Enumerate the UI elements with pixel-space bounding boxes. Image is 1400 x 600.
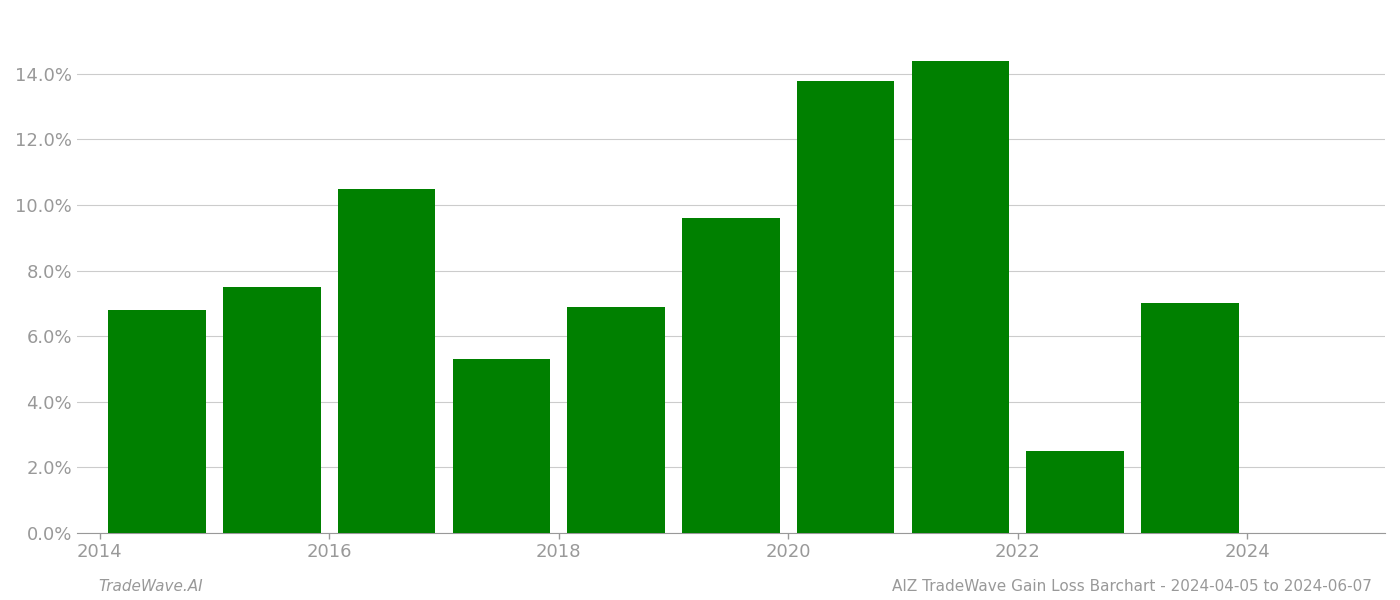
Bar <box>567 307 665 533</box>
Bar <box>108 310 206 533</box>
Bar <box>337 188 435 533</box>
Bar <box>1026 451 1124 533</box>
Text: AIZ TradeWave Gain Loss Barchart - 2024-04-05 to 2024-06-07: AIZ TradeWave Gain Loss Barchart - 2024-… <box>892 579 1372 594</box>
Bar <box>911 61 1009 533</box>
Bar <box>1141 303 1239 533</box>
Bar <box>223 287 321 533</box>
Bar <box>682 218 780 533</box>
Text: TradeWave.AI: TradeWave.AI <box>98 579 203 594</box>
Bar <box>452 359 550 533</box>
Bar <box>797 80 895 533</box>
